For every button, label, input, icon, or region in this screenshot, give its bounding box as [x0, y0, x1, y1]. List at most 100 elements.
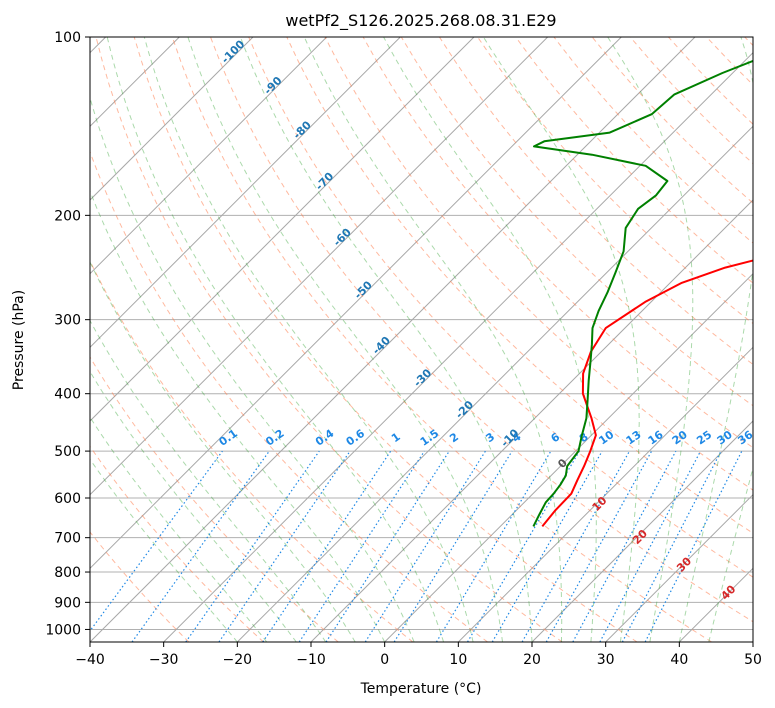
x-tick-label: −30	[149, 652, 179, 668]
isotherm-label: -60	[331, 226, 354, 249]
x-tick-label: −20	[223, 652, 253, 668]
isotherm-line	[236, 125, 753, 642]
moist-adiabat	[187, 37, 503, 642]
isotherm-line	[90, 37, 328, 275]
x-axis: −40 −30 −20 −10 0 10 20 30 40 50	[75, 642, 762, 668]
isotherm-line	[384, 272, 753, 642]
moist-adiabat	[90, 370, 297, 642]
isotherm-label: -80	[291, 118, 314, 141]
isotherm-label: -50	[352, 278, 375, 301]
x-tick-label: 30	[597, 652, 615, 668]
dewpoint-profile-line	[532, 59, 753, 527]
mixing-ratio-line	[521, 450, 631, 642]
dry-adiabat	[90, 531, 190, 642]
moist-adiabat	[90, 416, 268, 642]
dry-adiabat	[286, 37, 753, 534]
dry-adiabat	[706, 37, 753, 86]
isotherm-line	[90, 37, 622, 570]
isotherm-label: -100	[219, 37, 248, 66]
mixing-ratio-label: 20	[670, 428, 690, 448]
moist-adiabat	[383, 37, 597, 642]
x-tick-label: −10	[296, 652, 326, 668]
y-axis-label: Pressure (hPa)	[11, 290, 27, 390]
mixing-ratio-label: 2	[447, 430, 461, 445]
dry-adiabat	[90, 150, 488, 642]
dry-adiabat	[515, 37, 753, 284]
mixing-ratio-line	[262, 450, 392, 642]
isotherm-line	[90, 37, 475, 422]
mixing-ratio-label: 0.6	[344, 427, 368, 449]
isotherm-line	[90, 37, 254, 201]
y-tick-label: 100	[54, 30, 81, 46]
mixing-ratio-line	[325, 450, 450, 642]
plot-frame	[89, 36, 754, 643]
x-tick-label: 20	[523, 652, 541, 668]
isotherm-line	[531, 420, 753, 642]
isotherm-label: -20	[453, 398, 476, 421]
y-tick-label: 800	[54, 565, 81, 581]
mixing-ratio-label: 0.4	[313, 427, 337, 449]
moist-adiabat	[303, 37, 563, 642]
mixing-ratio-line	[364, 450, 486, 642]
y-tick-label: 400	[54, 387, 81, 403]
moist-adiabat	[482, 37, 640, 642]
dry-adiabat	[95, 37, 563, 642]
x-tick-label: 50	[744, 652, 762, 668]
data-series	[532, 59, 753, 528]
isotherm-line	[90, 37, 696, 642]
moist-adiabat	[239, 37, 533, 642]
isotherm-line	[678, 567, 753, 642]
dry-adiabat	[400, 37, 753, 407]
x-tick-label: 0	[380, 652, 389, 668]
isotherm-line	[457, 346, 753, 642]
y-tick-label: 300	[54, 313, 81, 329]
dry-adiabat	[90, 259, 414, 642]
x-tick-label: −40	[75, 652, 105, 668]
isotherm-label: -70	[313, 170, 336, 193]
dry-adiabat	[744, 37, 753, 47]
isotherm-label: -40	[370, 334, 393, 357]
background-lines	[90, 37, 753, 642]
y-tick-label: 700	[54, 531, 81, 547]
isotherm-label: -90	[261, 74, 284, 97]
chart-title: wetPf2_S126.2025.268.08.31.E29	[285, 11, 556, 31]
mixing-ratio-label: 0.2	[263, 427, 286, 449]
y-tick-label: 900	[54, 595, 81, 611]
adiabat-label: 10	[590, 494, 610, 514]
mixing-ratio-line	[435, 450, 552, 642]
mixing-ratio-label: 36	[735, 428, 755, 448]
mixing-ratio-label: 10	[596, 428, 616, 448]
moist-adiabat	[90, 260, 356, 642]
y-tick-label: 200	[54, 208, 81, 224]
dry-adiabat	[90, 445, 264, 642]
mixing-ratio-line	[218, 450, 351, 642]
mixing-ratio-line	[393, 450, 513, 642]
x-tick-label: 40	[670, 652, 688, 668]
x-tick-label: 10	[449, 652, 467, 668]
y-tick-label: 500	[54, 444, 81, 460]
mixing-ratio-label: 3	[483, 430, 497, 445]
moist-adiabat	[90, 458, 238, 642]
mixing-ratio-label: 16	[646, 428, 666, 448]
moist-adiabat	[607, 37, 694, 642]
mixing-ratio-label: 0.1	[217, 427, 240, 449]
dry-adiabat	[90, 356, 339, 642]
mixing-ratio-line	[90, 450, 223, 632]
mixing-ratio-line	[545, 450, 653, 642]
moist-adiabat	[106, 37, 445, 642]
y-tick-label: 600	[54, 491, 81, 507]
isotherm-line	[90, 37, 401, 349]
mixing-ratio-line	[644, 450, 743, 642]
mixing-ratio-line	[298, 450, 425, 642]
mixing-ratio-line	[491, 450, 603, 642]
mixing-ratio-label: 25	[694, 428, 714, 447]
dry-adiabat	[438, 37, 753, 366]
mixing-ratio-line	[572, 450, 677, 642]
mixing-ratio-label: 13	[624, 428, 644, 447]
mixing-ratio-label: 1	[389, 430, 403, 445]
temperature-profile-line	[541, 259, 753, 528]
isotherm-line	[90, 37, 549, 496]
isotherm-line	[605, 493, 753, 642]
isotherm-line	[752, 641, 753, 642]
